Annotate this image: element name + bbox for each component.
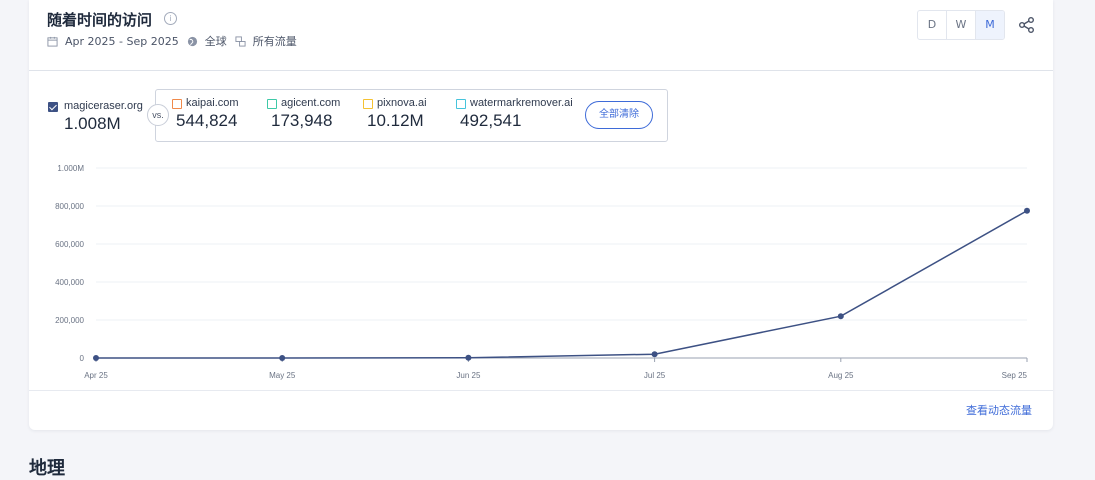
date-range[interactable]: Apr 2025 - Sep 2025 (65, 34, 179, 48)
competitor-name: kaipai.com (186, 97, 239, 109)
y-tick-label: 200,000 (55, 316, 84, 325)
y-tick-label: 1.000M (57, 164, 84, 173)
x-tick-label: May 25 (269, 371, 296, 380)
clear-all-button[interactable]: 全部清除 (585, 101, 653, 129)
main-site-checkbox[interactable] (48, 102, 58, 112)
competitor-value: 10.12M (367, 111, 424, 130)
main-site-value: 1.008M (64, 114, 121, 133)
globe-icon (187, 36, 197, 46)
competitor-name: agicent.com (281, 97, 341, 109)
view-dynamic-traffic-link[interactable]: 查看动态流量 (966, 404, 1032, 417)
visits-line-chart: 0 200,000 400,000 600,000 800,000 1.000M Apr 2… (55, 164, 1030, 380)
competitor-name: pixnova.ai (377, 97, 427, 109)
traffic-type-icon (235, 35, 246, 47)
competitor-checkbox[interactable] (172, 99, 182, 109)
data-point[interactable] (465, 354, 472, 361)
info-icon[interactable]: i (164, 12, 177, 25)
filter-meta: Apr 2025 - Sep 2025 全球 所有流量 (47, 33, 305, 49)
competitor-value: 544,824 (176, 111, 238, 130)
share-icon[interactable] (1018, 16, 1036, 34)
period-day-button[interactable]: D (918, 11, 947, 39)
x-tick-label: Sep 25 (1002, 371, 1028, 380)
series-line (96, 210, 1028, 359)
region-label[interactable]: 全球 (204, 35, 227, 48)
data-point[interactable] (651, 351, 658, 358)
main-site-name: magiceraser.org (64, 100, 143, 112)
y-tick-label: 600,000 (55, 240, 84, 249)
competitor-checkbox[interactable] (456, 99, 466, 109)
competitor-name: watermarkremover.ai (470, 97, 573, 109)
competitor-checkbox[interactable] (267, 99, 277, 109)
competitor-checkbox[interactable] (363, 99, 373, 109)
footer-divider (29, 390, 1053, 391)
visits-over-time-card: 随着时间的访问 i Apr 2025 - Sep 2025 全球 所有流量 D … (29, 0, 1053, 430)
x-tick-label: Jul 25 (644, 371, 666, 380)
competitor-value: 492,541 (460, 111, 522, 130)
x-tick-label: Jun 25 (456, 371, 481, 380)
x-tick-label: Apr 25 (84, 371, 108, 380)
vs-badge: vs. (147, 104, 169, 126)
compare-box: kaipai.com 544,824 agicent.com 173,948 p… (155, 89, 668, 142)
data-point[interactable] (279, 355, 286, 361)
y-tick-label: 0 (80, 354, 85, 363)
y-tick-label: 400,000 (55, 278, 84, 287)
period-week-button[interactable]: W (947, 11, 976, 39)
header-divider (29, 70, 1053, 71)
x-tick-label: Aug 25 (828, 371, 854, 380)
y-tick-label: 800,000 (55, 202, 84, 211)
calendar-icon (47, 36, 58, 47)
competitor-value: 173,948 (271, 111, 333, 130)
period-toggle: D W M (917, 10, 1005, 40)
card-title: 随着时间的访问 (47, 11, 153, 29)
geography-section-title: 地理 (29, 458, 65, 479)
period-month-button[interactable]: M (976, 11, 1004, 39)
data-point[interactable] (1024, 207, 1030, 214)
traffic-type-label[interactable]: 所有流量 (252, 35, 297, 48)
data-point[interactable] (93, 355, 99, 361)
data-point[interactable] (837, 313, 844, 320)
